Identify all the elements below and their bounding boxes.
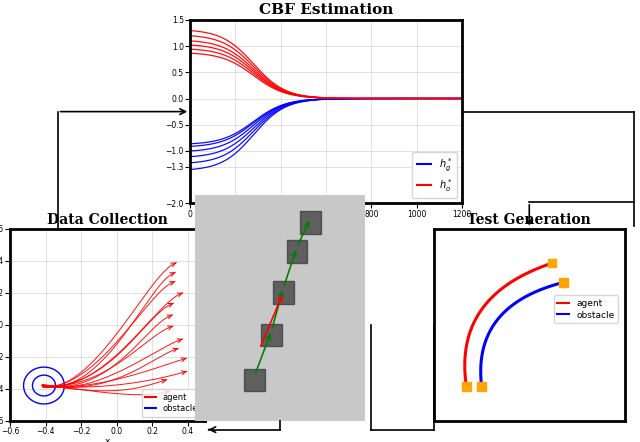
Legend: $h_g^*$, $h_o^*$: $h_g^*$, $h_o^*$ [412,152,457,198]
Bar [300,211,321,234]
Title: Test Generation: Test Generation [467,213,591,227]
Bar [462,382,470,390]
Bar [273,281,294,304]
X-axis label: time-step: time-step [305,220,348,229]
Bar [261,324,282,347]
Bar [244,369,265,392]
Title: Data Collection: Data Collection [47,213,168,227]
X-axis label: x: x [105,438,111,442]
Title: CBF Estimation: CBF Estimation [259,4,393,17]
Bar [287,240,307,263]
Bar [477,382,486,390]
Legend: agent, obstacle: agent, obstacle [554,295,618,323]
Bar [559,278,568,287]
Bar [548,259,556,267]
Legend: agent, obstacle: agent, obstacle [141,389,201,417]
